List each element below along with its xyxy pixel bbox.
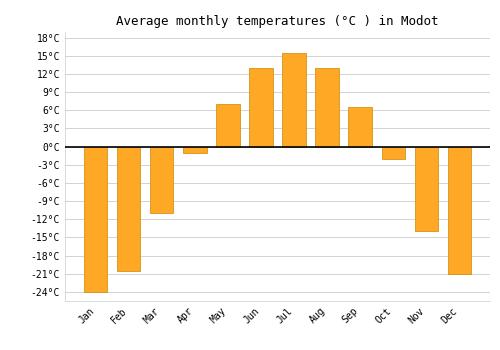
Bar: [348, 107, 372, 147]
Bar: [150, 147, 174, 213]
Bar: [250, 68, 272, 147]
Bar: [414, 147, 438, 231]
Bar: [216, 104, 240, 147]
Bar: [382, 147, 404, 159]
Bar: [282, 53, 306, 147]
Bar: [316, 68, 338, 147]
Bar: [84, 147, 108, 292]
Bar: [184, 147, 206, 153]
Title: Average monthly temperatures (°C ) in Modot: Average monthly temperatures (°C ) in Mo…: [116, 15, 439, 28]
Bar: [448, 147, 470, 274]
Bar: [118, 147, 141, 271]
